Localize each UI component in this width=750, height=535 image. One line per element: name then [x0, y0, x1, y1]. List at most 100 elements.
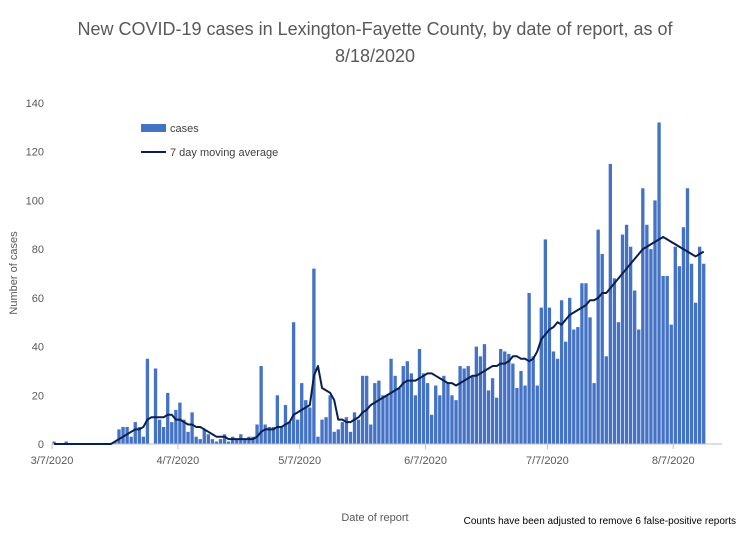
bar-cases — [494, 397, 499, 444]
bar-cases — [247, 436, 251, 444]
legend-label-moving-average: 7 day moving average — [170, 147, 278, 159]
x-tick-label: 3/7/2020 — [31, 455, 74, 467]
bar-cases — [137, 426, 141, 444]
y-tick-label: 140 — [26, 98, 44, 110]
bar-cases — [162, 426, 166, 444]
bar-cases — [482, 344, 487, 444]
bar-cases — [507, 353, 511, 444]
bar-cases — [194, 436, 198, 444]
bar-cases — [267, 426, 271, 444]
bar-cases — [649, 249, 653, 444]
bar-cases — [689, 263, 694, 444]
bar-cases — [543, 239, 548, 444]
bar-cases — [681, 227, 686, 444]
bar-cases — [360, 375, 365, 444]
bar-cases — [592, 383, 596, 444]
bar-cases — [409, 373, 414, 444]
plot-area: 0 20 40 60 80 100 120 140 3/7/2020 4/7/2020 5/7/20… — [26, 98, 722, 467]
bar-cases — [580, 283, 584, 444]
bar-cases — [523, 385, 527, 444]
bar-cases — [153, 368, 158, 444]
bar-cases — [401, 366, 405, 444]
bar-cases — [702, 263, 706, 444]
y-tick-label: 40 — [32, 342, 44, 354]
bar-cases — [222, 434, 227, 444]
bar-cases — [446, 383, 450, 444]
y-tick-label: 20 — [32, 390, 44, 402]
bar-cases — [133, 422, 137, 444]
bar-cases — [117, 429, 121, 444]
bar-cases — [166, 392, 170, 444]
bar-cases — [178, 402, 182, 444]
moving-average-line — [54, 235, 705, 445]
bar-cases — [628, 246, 633, 444]
bar-cases — [645, 224, 649, 444]
bar-cases — [637, 329, 641, 444]
x-tick-label: 4/7/2020 — [156, 455, 199, 467]
y-tick-label: 60 — [32, 293, 44, 305]
bar-cases — [113, 441, 117, 444]
bar-cases — [438, 395, 442, 444]
bar-cases — [677, 266, 682, 444]
y-tick-label: 100 — [26, 195, 44, 207]
bar-cases — [559, 300, 564, 444]
bar-cases — [486, 390, 491, 444]
bar-cases — [673, 246, 677, 444]
x-tick-label: 6/7/2020 — [404, 455, 447, 467]
x-axis-title: Date of report — [341, 512, 408, 524]
bar-cases — [255, 424, 259, 444]
bar-cases — [202, 429, 206, 444]
bar-cases — [52, 441, 56, 444]
bar-cases — [214, 441, 219, 444]
bar-cases — [434, 385, 438, 444]
bar-cases — [588, 317, 592, 444]
bar-cases — [584, 283, 588, 444]
bar-cases — [474, 346, 478, 444]
x-tick-label: 8/7/2020 — [652, 455, 695, 467]
bar-cases — [348, 431, 353, 444]
bar-cases — [308, 407, 312, 444]
bar-cases — [539, 307, 543, 444]
bar-cases — [328, 395, 332, 444]
bar-cases — [490, 378, 495, 444]
bar-cases — [661, 275, 665, 444]
bar-cases — [304, 400, 308, 444]
bar-cases — [243, 439, 247, 444]
bar-cases — [503, 351, 507, 444]
bar-cases — [300, 383, 304, 444]
bar-cases — [235, 439, 239, 444]
bar-cases — [555, 358, 560, 444]
bar-cases — [340, 422, 344, 444]
legend-swatch-cases — [141, 124, 166, 132]
bar-cases — [145, 358, 150, 444]
bar-cases — [535, 385, 539, 444]
bar-cases — [620, 234, 625, 444]
bar-cases — [263, 424, 267, 444]
bar-cases — [693, 302, 698, 444]
bar-cases — [421, 373, 426, 444]
bar-cases — [125, 426, 129, 444]
y-tick-label: 80 — [32, 244, 44, 256]
bar-cases — [551, 351, 556, 444]
bar-cases — [231, 436, 235, 444]
bar-cases — [170, 422, 174, 444]
bar-cases — [141, 436, 146, 444]
bar-cases — [381, 395, 385, 444]
bar-cases — [320, 419, 324, 444]
bar-cases — [616, 322, 621, 444]
bar-cases — [332, 431, 336, 444]
bar-cases — [458, 366, 462, 444]
y-axis-title: Number of cases — [8, 231, 20, 315]
bar-cases — [251, 436, 255, 444]
bar-cases — [389, 358, 393, 444]
bar-cases — [186, 431, 190, 444]
bar-cases — [454, 400, 458, 444]
bar-cases — [287, 422, 292, 444]
bar-cases — [129, 436, 133, 444]
bar-cases — [564, 341, 568, 444]
bar-cases — [600, 254, 604, 444]
bar-cases — [511, 363, 515, 444]
bar-cases — [470, 375, 474, 444]
y-tick-label: 0 — [38, 439, 44, 451]
